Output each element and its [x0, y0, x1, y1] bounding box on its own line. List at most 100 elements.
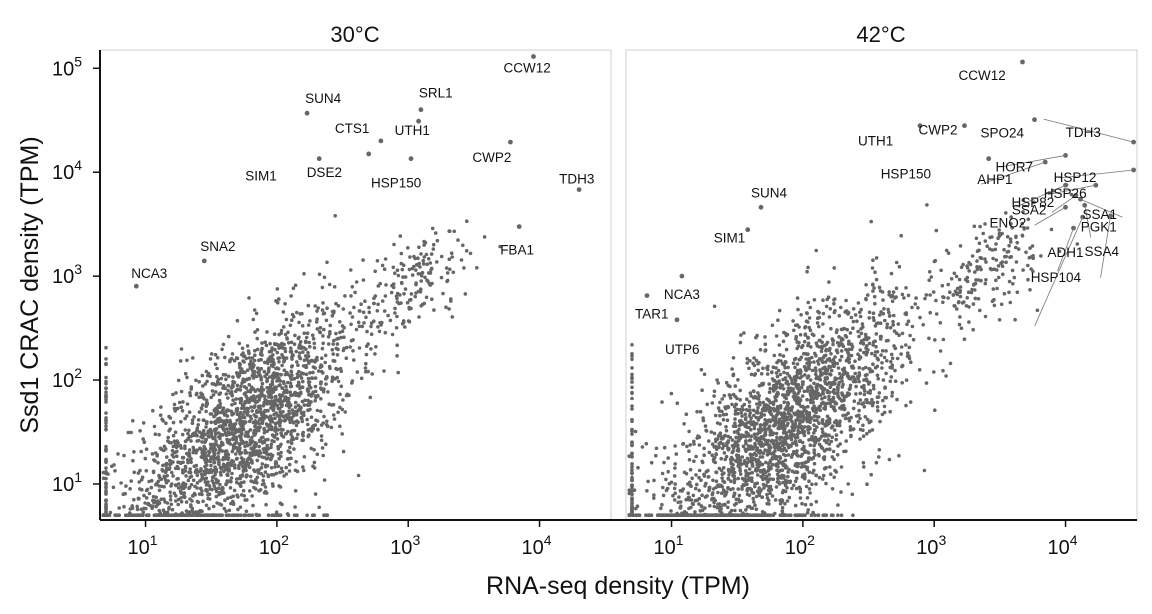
- data-point: [812, 414, 817, 418]
- data-point: [186, 436, 191, 441]
- data-point: [956, 300, 961, 305]
- data-point: [302, 455, 307, 459]
- data-point: [822, 449, 827, 453]
- data-point: [262, 440, 267, 445]
- data-point: [342, 335, 346, 340]
- data-point: [306, 359, 311, 364]
- data-point: [929, 275, 934, 279]
- data-point: [899, 345, 904, 349]
- data-point: [382, 369, 386, 373]
- data-point: [721, 488, 726, 492]
- data-point: [173, 442, 178, 447]
- data-point: [800, 501, 804, 506]
- data-point: [306, 323, 311, 327]
- data-point: [362, 321, 366, 325]
- data-point: [192, 415, 196, 419]
- data-point: [831, 342, 835, 347]
- data-point: [376, 302, 380, 307]
- data-point: [232, 358, 237, 363]
- data-point: [630, 500, 634, 505]
- data-point: [323, 513, 327, 517]
- data-point: [278, 485, 283, 489]
- data-point: [239, 367, 244, 371]
- data-point: [923, 296, 927, 301]
- data-point: [755, 489, 760, 494]
- data-point: [742, 513, 746, 517]
- data-point: [422, 255, 427, 259]
- data-point: [240, 474, 244, 478]
- data-point: [774, 334, 779, 338]
- data-point: [201, 428, 206, 433]
- data-point: [416, 272, 421, 276]
- data-point: [196, 418, 201, 422]
- data-point: [711, 478, 715, 483]
- data-point: [427, 271, 431, 275]
- data-point: [748, 438, 753, 442]
- data-point: [808, 305, 813, 310]
- data-point: [792, 328, 796, 333]
- data-point: [780, 443, 785, 448]
- data-point: [150, 478, 154, 483]
- data-point: [253, 404, 257, 408]
- data-point: [179, 389, 184, 394]
- data-point: [829, 326, 833, 331]
- data-point: [128, 487, 132, 491]
- data-point: [837, 335, 841, 339]
- data-point: [841, 344, 846, 349]
- data-point: [743, 417, 748, 422]
- data-point: [104, 482, 108, 486]
- data-point: [220, 410, 225, 415]
- data-point: [244, 473, 249, 477]
- data-point: [927, 270, 932, 274]
- data-point: [874, 321, 879, 326]
- data-point: [430, 281, 434, 286]
- data-point: [654, 453, 658, 458]
- data-point: [769, 411, 773, 416]
- data-point: [180, 432, 185, 437]
- data-point: [199, 391, 203, 396]
- data-point: [813, 406, 818, 411]
- data-point: [768, 491, 772, 496]
- data-point: [857, 408, 861, 413]
- data-point: [217, 462, 221, 466]
- data-point: [797, 357, 802, 362]
- data-point: [300, 324, 305, 328]
- data-point: [973, 296, 978, 301]
- data-point: [804, 357, 808, 361]
- data-point: [256, 471, 261, 475]
- data-point: [875, 405, 880, 409]
- data-point: [817, 421, 821, 426]
- data-point: [840, 375, 844, 380]
- data-point: [785, 379, 789, 384]
- data-point: [723, 494, 727, 498]
- data-point: [850, 364, 855, 369]
- data-point: [871, 311, 876, 316]
- data-point: [957, 277, 962, 282]
- data-point: [181, 460, 185, 465]
- data-point: [176, 482, 181, 486]
- data-point: [183, 446, 187, 451]
- data-point: [687, 506, 691, 511]
- data-point: [844, 358, 849, 363]
- data-point: [730, 402, 734, 407]
- data-point: [432, 308, 436, 312]
- data-point: [809, 513, 814, 517]
- data-point: [702, 372, 707, 377]
- data-point: [751, 408, 756, 413]
- data-point: [184, 474, 188, 478]
- data-point: [778, 353, 782, 357]
- data-point: [297, 320, 301, 325]
- data-point: [296, 403, 301, 408]
- data-point: [356, 320, 361, 325]
- data-point: [735, 444, 739, 448]
- data-point: [706, 468, 710, 473]
- data-point: [829, 404, 833, 409]
- data-point: [297, 335, 301, 340]
- data-point: [315, 309, 319, 313]
- data-point: [271, 364, 275, 369]
- data-point: [716, 513, 721, 517]
- data-point: [880, 366, 884, 370]
- data-point: [328, 332, 332, 336]
- data-point: [890, 366, 894, 370]
- data-point: [836, 388, 840, 392]
